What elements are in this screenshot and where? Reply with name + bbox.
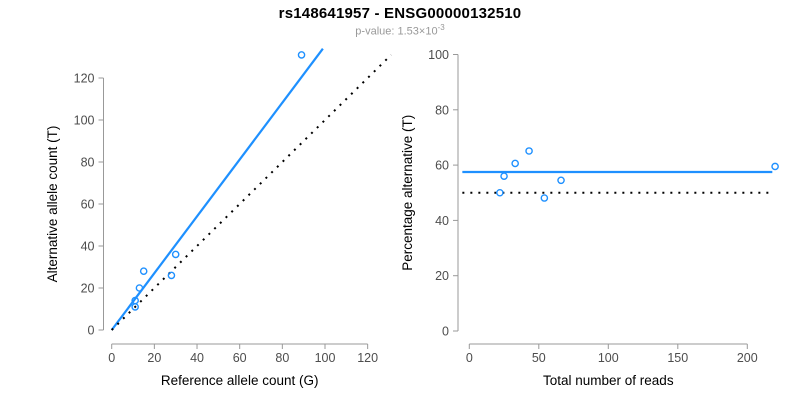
y-tick-label: 40 — [81, 240, 95, 254]
x-tick-label: 120 — [357, 351, 378, 365]
x-tick-label: 80 — [275, 351, 289, 365]
data-point — [496, 188, 504, 197]
data-point — [500, 172, 508, 180]
y-tick-label: 0 — [88, 324, 95, 338]
x-tick-label: 20 — [147, 351, 161, 365]
x-tick-label: 0 — [108, 351, 115, 365]
data-point — [139, 267, 148, 276]
x-tick-label: 50 — [532, 351, 546, 365]
data-point — [511, 159, 519, 168]
left-scatter-panel: 0 20 40 60 80 100 120 0 20 40 60 80 100 120 Reference … — [45, 48, 392, 388]
p-value-text: p-value: 1.53×10 — [355, 25, 438, 38]
data-point — [131, 296, 139, 305]
data-point — [167, 271, 176, 280]
right-scatter-panel: 0 50 100 150 200 0 20 40 60 80 100 Total number of … — [400, 48, 779, 388]
data-point — [540, 194, 549, 202]
y-axis-title: Alternative allele count (T) — [45, 126, 60, 283]
y-tick-label: 80 — [81, 156, 95, 170]
x-axis-title: Total number of reads — [543, 373, 674, 388]
x-tick-label: 100 — [598, 351, 619, 365]
y-tick-label: 60 — [435, 159, 449, 173]
data-point — [557, 176, 565, 185]
y-tick-label: 0 — [442, 325, 449, 339]
x-axis-title: Reference allele count (G) — [161, 373, 319, 388]
fit-line — [110, 48, 324, 331]
y-tick-label: 120 — [74, 72, 95, 86]
page-title: rs148641957 - ENSG00000132510 — [278, 5, 522, 22]
y-tick-label: 20 — [81, 282, 95, 296]
x-tick-label: 100 — [315, 351, 336, 365]
data-point — [525, 147, 533, 155]
identity-line — [110, 54, 392, 331]
data-point — [171, 250, 180, 259]
data-point — [297, 51, 306, 59]
y-tick-label: 100 — [428, 48, 449, 62]
y-tick-label: 40 — [435, 214, 449, 228]
y-tick-label: 20 — [435, 269, 449, 283]
y-axis-title: Percentage alternative (T) — [400, 115, 415, 271]
x-tick-label: 40 — [190, 351, 204, 365]
data-point — [771, 162, 779, 171]
p-value-subtitle: p-value: 1.53×10-3 — [0, 23, 800, 38]
x-tick-label: 0 — [466, 351, 473, 365]
data-point — [135, 284, 144, 292]
p-value-exponent: -3 — [437, 23, 445, 32]
y-tick-label: 100 — [74, 114, 95, 128]
x-tick-label: 150 — [667, 351, 688, 365]
y-tick-label: 80 — [435, 103, 449, 117]
x-tick-label: 60 — [233, 351, 247, 365]
x-tick-label: 200 — [737, 351, 758, 365]
y-tick-label: 60 — [81, 198, 95, 212]
